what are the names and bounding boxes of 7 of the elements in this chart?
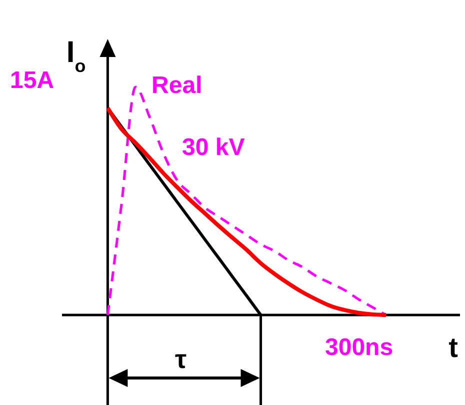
text: 300ns xyxy=(325,334,394,361)
series-label: Real xyxy=(152,72,202,99)
text: τ xyxy=(175,344,187,374)
annotation: 30 kV xyxy=(182,134,245,161)
y-axis-title: I$_{o}$ xyxy=(66,36,86,76)
x-axis-title: t xyxy=(448,332,458,363)
text: 15A xyxy=(10,67,54,94)
